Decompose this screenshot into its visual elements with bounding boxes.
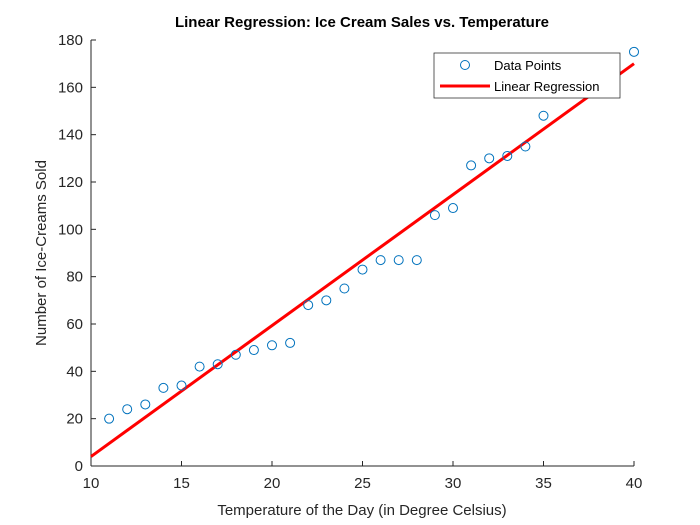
data-point (411, 255, 422, 266)
data-point (176, 380, 187, 391)
y-tick-label: 60 (66, 316, 83, 333)
y-tick-label: 120 (58, 174, 83, 191)
data-point (629, 46, 639, 57)
data-point (538, 110, 549, 121)
data-point (448, 203, 458, 214)
y-tick-label: 0 (75, 458, 83, 475)
data-point (194, 361, 205, 372)
y-tick-label: 140 (58, 127, 83, 144)
data-point (357, 264, 368, 275)
data-point (248, 345, 259, 356)
plot-background (91, 40, 634, 466)
data-point (104, 413, 115, 424)
chart-title: Linear Regression: Ice Cream Sales vs. T… (175, 14, 549, 31)
y-tick-label: 100 (58, 221, 83, 238)
data-point (466, 160, 477, 171)
y-tick-label: 20 (66, 411, 83, 428)
legend: Data Points Linear Regression (433, 52, 621, 99)
data-point (140, 399, 151, 410)
data-point (230, 349, 241, 360)
data-point (520, 141, 531, 152)
data-point (339, 283, 350, 294)
x-tick-label: 20 (264, 475, 281, 492)
data-point (267, 340, 277, 351)
y-tick-label: 40 (66, 363, 83, 380)
data-point (212, 359, 223, 370)
legend-label-linear-regression: Linear Regression (494, 79, 600, 94)
x-tick-label: 40 (626, 475, 643, 492)
x-tick-label: 10 (83, 475, 100, 492)
data-point (122, 404, 133, 415)
y-tick-label: 80 (66, 269, 83, 286)
y-axis-label: Number of Ice-Creams Sold (33, 160, 50, 346)
data-marks (90, 46, 639, 458)
y-tick-label: 180 (58, 32, 83, 49)
legend-label-data-points: Data Points (494, 58, 562, 73)
data-point (429, 210, 440, 221)
data-point (484, 153, 495, 164)
x-axis-label: Temperature of the Day (in Degree Celsiu… (217, 502, 506, 519)
data-point (285, 337, 296, 348)
data-point (158, 382, 169, 393)
plot-area: 10 15 20 25 30 35 40 0 20 40 60 80 100 120 140 160 180 (58, 32, 642, 492)
legend-marker-data-points (460, 60, 470, 70)
y-tick-label: 160 (58, 79, 83, 96)
data-point (393, 255, 404, 266)
data-point (502, 150, 513, 161)
x-tick-label: 30 (445, 475, 462, 492)
x-tick-label: 15 (173, 475, 190, 492)
data-point (375, 255, 386, 266)
x-tick-label: 35 (535, 475, 552, 492)
data-point (303, 300, 314, 311)
data-point (321, 295, 332, 306)
regression-line (90, 62, 635, 458)
x-tick-label: 25 (354, 475, 371, 492)
